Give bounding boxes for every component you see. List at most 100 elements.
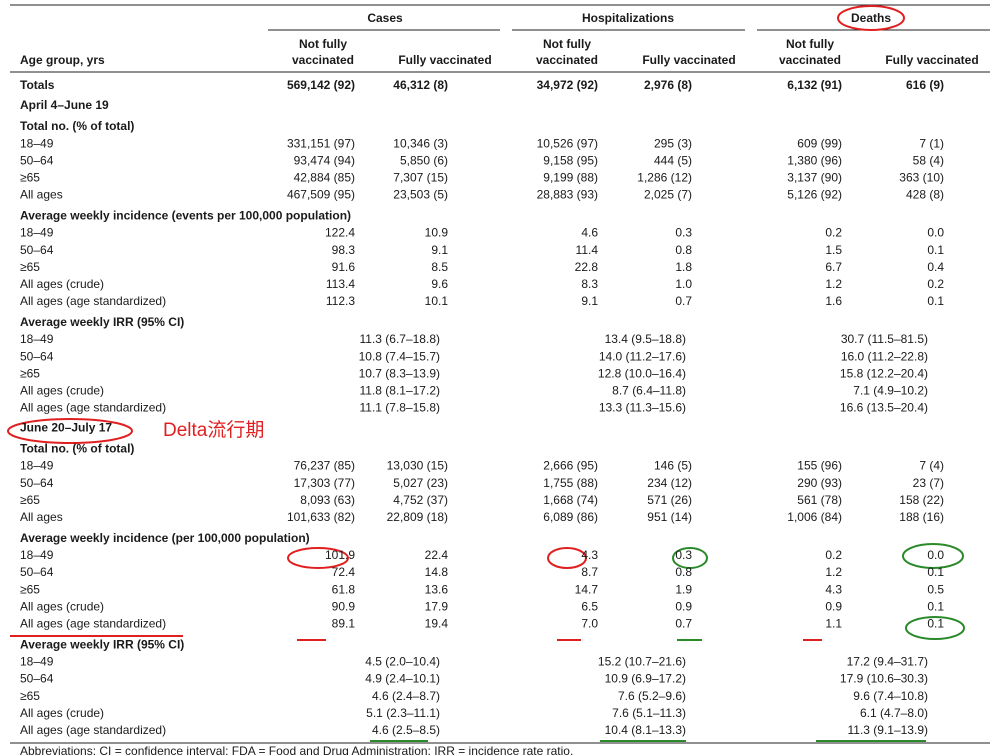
row-label: ≥65	[20, 689, 40, 703]
cell: 569,142 (92)	[287, 78, 355, 92]
cell: 10.4 (8.1–13.3)	[605, 723, 686, 737]
cell: 14.8	[425, 565, 449, 579]
row-label: Totals	[20, 78, 55, 92]
row-label: 18–49	[20, 332, 54, 346]
cell: 61.8	[332, 582, 356, 596]
row-label: All ages	[20, 188, 63, 202]
cell: 0.1	[927, 599, 944, 613]
cell: 42,884 (85)	[294, 170, 355, 184]
row-label: 18–49	[20, 459, 54, 473]
cell: 158 (22)	[899, 493, 944, 507]
cell: 1,006 (84)	[787, 510, 842, 524]
cell: 46,312 (8)	[393, 78, 448, 92]
row-label: 18–49	[20, 136, 54, 150]
cell: 9.6 (7.4–10.8)	[853, 689, 928, 703]
cell: 6.5	[581, 599, 598, 613]
column-header: vaccinated	[536, 53, 598, 67]
cell: 951 (14)	[647, 510, 692, 524]
cell: 6,132 (91)	[787, 78, 842, 92]
annotation: Delta流行期	[163, 419, 264, 441]
cell: 15.8 (12.2–20.4)	[840, 366, 928, 380]
row-label: All ages (crude)	[20, 706, 104, 720]
cell: 295 (3)	[654, 136, 692, 150]
cell: 0.2	[927, 277, 944, 291]
cell: 11.4	[576, 243, 599, 257]
cell: 0.8	[675, 565, 692, 579]
cell: 1,668 (74)	[543, 493, 598, 507]
column-header: Fully vaccinated	[642, 53, 735, 67]
cell: 6.1 (4.7–8.0)	[860, 706, 928, 720]
highlight-circle	[672, 547, 708, 569]
cell: 72.4	[332, 565, 356, 579]
footnote: Abbreviations: CI = confidence interval;…	[20, 744, 573, 755]
cell: 0.7	[675, 616, 692, 630]
cell: 76,237 (85)	[294, 459, 355, 473]
cell: 5,850 (6)	[400, 153, 448, 167]
column-header: Fully vaccinated	[398, 53, 491, 67]
cell: 98.3	[332, 243, 356, 257]
cell: 571 (26)	[647, 493, 692, 507]
cell: 4.9 (2.4–10.1)	[365, 672, 440, 686]
cell: 4,752 (37)	[393, 493, 448, 507]
cell: 4.6 (2.4–8.7)	[372, 689, 440, 703]
cell: 23,503 (5)	[393, 188, 448, 202]
cell: 0.3	[675, 226, 692, 240]
cell: 9,158 (95)	[543, 153, 598, 167]
cell: 9,199 (88)	[543, 170, 598, 184]
row-label: 50–64	[20, 153, 54, 167]
column-header: Not fully	[299, 37, 347, 51]
cell: 4.6 (2.5–8.5)	[372, 723, 440, 737]
cell: 22.4	[425, 548, 449, 562]
cell: 5,027 (23)	[393, 476, 448, 490]
cell: 16.6 (13.5–20.4)	[840, 401, 928, 415]
cell: 4.5 (2.0–10.4)	[365, 655, 440, 669]
column-header: Age group, yrs	[20, 53, 105, 67]
cell: 4.6	[581, 226, 598, 240]
cell: 122.4	[325, 226, 355, 240]
column-header: vaccinated	[292, 53, 354, 67]
cell: 13.4 (9.5–18.8)	[605, 332, 686, 346]
cell: 0.5	[927, 582, 944, 596]
row-label: 18–49	[20, 226, 54, 240]
highlight-circle	[902, 543, 964, 569]
cell: 10.1	[425, 294, 449, 308]
cell: 113.4	[326, 277, 355, 291]
cell: 1.2	[825, 565, 842, 579]
cell: 16.0 (11.2–22.8)	[841, 349, 928, 363]
cell: 8.3	[581, 277, 598, 291]
row-label: ≥65	[20, 493, 40, 507]
cell: 8.7 (6.4–11.8)	[612, 383, 686, 397]
cell: 0.1	[927, 294, 944, 308]
cell: 13,030 (15)	[387, 459, 448, 473]
cell: 1.8	[675, 260, 692, 274]
cell: 23 (7)	[913, 476, 944, 490]
cell: 0.1	[927, 243, 944, 257]
row-label: 50–64	[20, 672, 54, 686]
row-label: All ages (age standardized)	[20, 401, 166, 415]
cell: 11.3 (6.7–18.8)	[359, 332, 440, 346]
group-header: Cases	[367, 11, 403, 25]
row-label: All ages (age standardized)	[20, 616, 166, 630]
column-header: Not fully	[786, 37, 834, 51]
cell: 0.4	[927, 260, 944, 274]
cell: 0.2	[825, 226, 842, 240]
column-header: vaccinated	[779, 53, 841, 67]
cell: 22.8	[575, 260, 599, 274]
cell: 7.6 (5.2–9.6)	[618, 689, 686, 703]
cell: 14.0 (11.2–17.6)	[599, 349, 686, 363]
annotations	[7, 5, 965, 742]
cell: 428 (8)	[906, 188, 944, 202]
cell: 91.6	[332, 260, 356, 274]
row-label: ≥65	[20, 260, 40, 274]
row-label: 50–64	[20, 565, 54, 579]
cell: 1,380 (96)	[787, 153, 842, 167]
cell: 11.8 (8.1–17.2)	[359, 383, 440, 397]
cell: 0.9	[675, 599, 692, 613]
cell: 90.9	[332, 599, 356, 613]
cell: 0.1	[927, 616, 944, 630]
block-heading: Average weekly incidence (events per 100…	[20, 209, 351, 223]
row-label: All ages	[20, 510, 63, 524]
row-label: All ages (age standardized)	[20, 294, 166, 308]
cell: 13.6	[425, 582, 449, 596]
cell: 17.2 (9.4–31.7)	[847, 655, 928, 669]
